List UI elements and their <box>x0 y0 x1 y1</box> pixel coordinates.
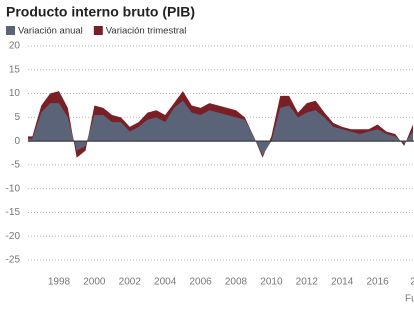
y-tick-label: 15 <box>9 64 21 75</box>
legend-swatch <box>93 26 103 35</box>
x-tick-label: 2000 <box>83 277 106 288</box>
y-tick-label: -15 <box>6 207 21 218</box>
y-tick-label: -20 <box>6 231 21 242</box>
x-tick-label: 2002 <box>119 277 142 288</box>
y-tick-label: -25 <box>6 255 21 266</box>
y-tick-label: 5 <box>14 112 20 123</box>
legend-label: Variación anual <box>18 26 83 37</box>
y-tick-label: 20 <box>9 41 21 52</box>
x-tick-label: 2010 <box>260 277 283 288</box>
source: Fu <box>405 294 414 305</box>
y-tick-label: -10 <box>6 183 21 194</box>
chart-title: Producto interno bruto (PIB) <box>6 4 195 20</box>
x-tick-label: 2014 <box>331 277 354 288</box>
x-tick-label: 2006 <box>189 277 212 288</box>
legend-swatch <box>6 26 15 35</box>
x-tick-label: 1998 <box>48 277 71 288</box>
y-tick-label: -5 <box>11 160 20 171</box>
x-tick-label: 2004 <box>154 277 177 288</box>
y-tick-label: 0 <box>14 136 20 147</box>
y-tick-label: 10 <box>9 88 21 99</box>
x-tick-label: 2016 <box>366 277 389 288</box>
x-tick-label: 2008 <box>225 277 248 288</box>
x-tick-label: 2 <box>410 277 414 288</box>
area <box>28 100 413 156</box>
x-tick-label: 2012 <box>296 277 319 288</box>
legend-label: Variación trimestral <box>106 26 187 37</box>
